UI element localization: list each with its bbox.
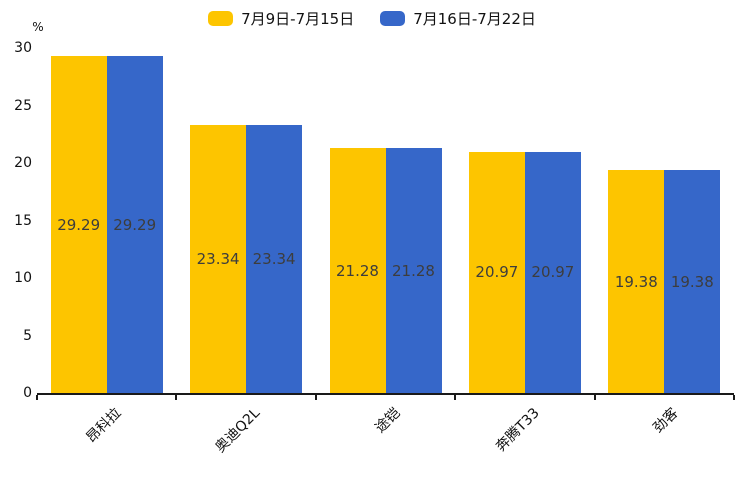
bar-途铠-series-1[interactable]: 21.28 — [385, 148, 442, 393]
bar-value-label: 21.28 — [336, 261, 379, 280]
x-category-label: 途铠 — [371, 405, 403, 437]
bar-昂科拉-series-1[interactable]: 29.29 — [106, 56, 163, 393]
legend-item-series-0[interactable]: 7月9日-7月15日 — [208, 8, 354, 29]
bar-value-label: 23.34 — [196, 249, 240, 268]
bar-奔腾T33-series-1[interactable]: 20.97 — [524, 151, 581, 393]
legend-label: 7月16日-7月22日 — [413, 10, 536, 28]
x-category-label: 奔腾T33 — [492, 405, 543, 455]
bar-value-label: 19.38 — [614, 272, 658, 291]
legend-swatch-icon — [208, 11, 234, 26]
bar-劲客-series-0[interactable]: 19.38 — [608, 170, 665, 393]
y-tick-label: 5 — [23, 327, 32, 344]
chart-legend: 7月9日-7月15日 7月16日-7月22日 — [0, 8, 744, 29]
y-tick-label: 10 — [14, 270, 32, 286]
bar-途铠-series-0[interactable]: 21.28 — [329, 148, 386, 393]
x-axis-tick-mark — [175, 395, 178, 400]
legend-swatch-icon — [380, 11, 406, 26]
bar-value-label: 29.29 — [113, 215, 157, 234]
x-axis-tick-mark — [454, 395, 457, 400]
bar-value-label: 19.38 — [670, 272, 714, 291]
legend-label: 7月9日-7月15日 — [241, 10, 355, 28]
bar-劲客-series-1[interactable]: 19.38 — [664, 170, 721, 393]
x-axis-tick-mark — [314, 395, 317, 400]
bar-value-label: 20.97 — [475, 263, 519, 282]
x-axis-tick-mark — [593, 395, 596, 400]
bar-奔腾T33-series-0[interactable]: 20.97 — [468, 151, 525, 393]
y-tick-label: 15 — [14, 212, 32, 229]
y-tick-label: 30 — [14, 40, 32, 56]
bar-奥迪Q2L-series-1[interactable]: 23.34 — [246, 124, 303, 393]
bar-value-label: 29.29 — [57, 215, 101, 234]
y-tick-label: 20 — [14, 155, 32, 171]
legend-item-series-1[interactable]: 7月16日-7月22日 — [380, 8, 536, 29]
y-axis-unit-label: % — [32, 20, 44, 34]
x-category-label: 奥迪Q2L — [212, 405, 264, 456]
bar-value-label: 21.28 — [392, 261, 435, 280]
bar-奥迪Q2L-series-0[interactable]: 23.34 — [190, 124, 247, 393]
y-tick-label: 25 — [14, 97, 32, 114]
x-axis-tick-mark — [36, 395, 38, 400]
x-category-label: 劲客 — [650, 405, 682, 437]
bar-value-label: 20.97 — [531, 263, 575, 282]
y-tick-label: 0 — [23, 385, 32, 401]
bar-value-label: 23.34 — [252, 249, 296, 268]
plot-area: 29.29 23.34 21.28 20.97 19.38 29.29 23.34 21.28… — [37, 48, 734, 395]
x-axis-tick-mark — [733, 395, 735, 400]
x-category-label: 昂科拉 — [83, 405, 125, 447]
bar-昂科拉-series-0[interactable]: 29.29 — [50, 56, 107, 393]
